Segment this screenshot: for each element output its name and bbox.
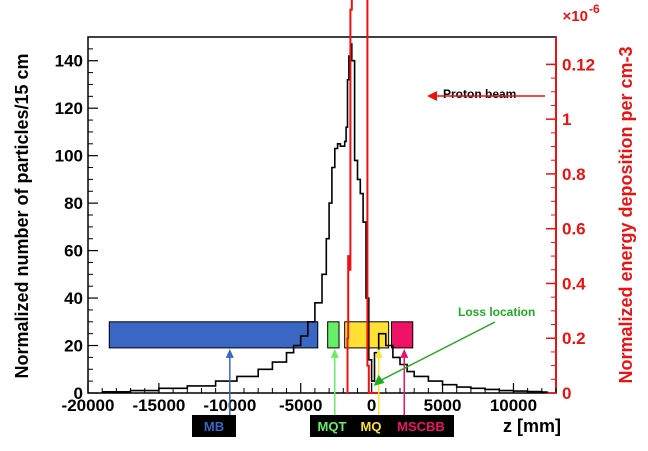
component-label-box-mscbb bbox=[388, 415, 454, 437]
component-bar-mscbb bbox=[390, 321, 414, 349]
proton-beam-arrowhead bbox=[427, 91, 437, 101]
x-axis-label: z [mm] bbox=[503, 416, 561, 436]
y-left-tick-label: 80 bbox=[64, 194, 83, 213]
x-tick-label: -5000 bbox=[279, 396, 322, 415]
y-right-tick-label: 0 bbox=[562, 384, 571, 403]
component-arrowhead-mq bbox=[374, 348, 383, 358]
loss-location-arrow bbox=[379, 321, 496, 382]
component-label-box-mb bbox=[192, 415, 236, 437]
y-left-tick-label: 20 bbox=[64, 337, 83, 356]
loss-location-arrowhead bbox=[373, 374, 385, 386]
y-left-tick-label: 40 bbox=[64, 289, 83, 308]
component-label-box-mq bbox=[354, 415, 388, 437]
y-left-tick-label: 100 bbox=[55, 147, 83, 166]
x-tick-label: 5000 bbox=[424, 396, 462, 415]
component-arrowhead-mqt bbox=[330, 348, 339, 358]
y-axis-right-label: Normalized energy deposition per cm-3 bbox=[616, 46, 636, 383]
y-right-tick-label: 0.12 bbox=[562, 55, 595, 74]
x-tick-label: -15000 bbox=[132, 396, 185, 415]
component-label-mq: MQ bbox=[361, 419, 382, 434]
y-left-tick-label: 0 bbox=[74, 384, 83, 403]
right-axis-multiplier: ×10 bbox=[563, 8, 588, 25]
x-tick-label: 0 bbox=[367, 396, 376, 415]
y-right-tick-label: 0.8 bbox=[562, 165, 586, 184]
y-right-tick-label: 0.6 bbox=[562, 220, 586, 239]
component-arrowhead-mb bbox=[225, 348, 234, 358]
component-label-mscbb: MSCBB bbox=[397, 419, 445, 434]
y-left-tick-label: 120 bbox=[55, 99, 83, 118]
component-bar-mqt bbox=[327, 321, 340, 349]
y-axis-left-label: Normalized number of particles/15 cm bbox=[12, 53, 32, 378]
y-left-tick-label: 140 bbox=[55, 52, 83, 71]
series-energy-deposition-line bbox=[346, 0, 378, 394]
x-tick-label: -20000 bbox=[62, 396, 115, 415]
component-bar-mb bbox=[108, 321, 319, 349]
y-right-tick-label: 0.2 bbox=[562, 329, 586, 348]
y-left-tick-label: 60 bbox=[64, 242, 83, 261]
y-right-tick-label: 1 bbox=[562, 110, 571, 129]
component-label-box-mqt bbox=[310, 415, 354, 437]
x-tick-label: 10000 bbox=[490, 396, 537, 415]
loss-location-label: Loss location bbox=[458, 305, 535, 319]
component-label-mb: MB bbox=[204, 419, 224, 434]
component-arrowhead-mscbb bbox=[400, 348, 409, 358]
proton-beam-label: Proton beam bbox=[443, 87, 516, 101]
component-label-mqt: MQT bbox=[318, 419, 347, 434]
right-axis-exponent: -6 bbox=[589, 2, 600, 16]
plot-layer: -20000 -15000 -10000 -5000 0 5000 100000204060… bbox=[55, 0, 595, 437]
y-right-tick-label: 0.4 bbox=[562, 274, 586, 293]
